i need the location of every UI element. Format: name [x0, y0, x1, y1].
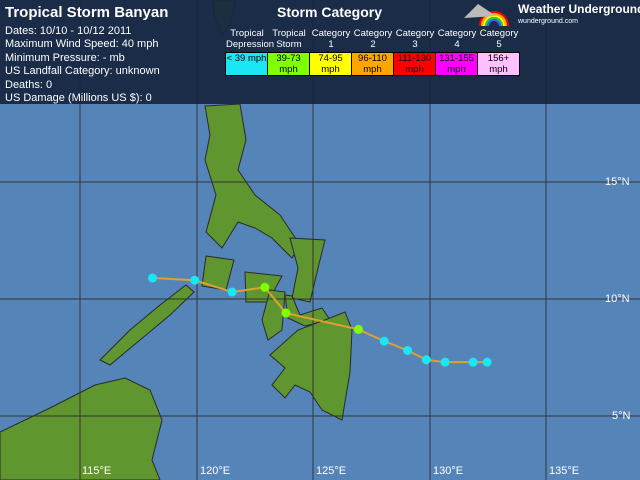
damage: US Damage (Millions US $): 0	[5, 92, 152, 105]
lat-label: 10°N	[605, 293, 630, 305]
negros	[261, 289, 286, 341]
min-pressure: Minimum Pressure: - mb	[5, 51, 125, 64]
track-point-icon	[482, 357, 492, 367]
legend-category: Tropical Storm 39-73 mph	[267, 28, 310, 76]
track-point-icon	[440, 357, 450, 367]
track-point-icon	[281, 308, 291, 318]
logo-url: wunderground.com	[518, 18, 578, 25]
luzon	[204, 103, 301, 259]
info-header: Tropical Storm Banyan Dates: 10/10 - 10/…	[0, 0, 640, 104]
landfall-category: US Landfall Category: unknown	[5, 65, 160, 78]
lon-label: 130°E	[433, 465, 464, 477]
category-swatch: 74-95 mph	[309, 52, 352, 76]
borneo	[0, 377, 163, 480]
lon-label: 120°E	[200, 465, 231, 477]
legend-category: Category 2 96-110 mph	[351, 28, 394, 76]
track-point-icon	[379, 336, 389, 346]
palawan	[99, 284, 195, 366]
track-point-icon	[468, 357, 478, 367]
category-swatch: 111-130 mph	[393, 52, 436, 76]
dates: Dates: 10/10 - 10/12 2011	[5, 25, 132, 37]
cloud-rainbow-icon	[464, 4, 509, 27]
weather-underground-logo: Weather Underground wunderground.com	[462, 2, 640, 28]
lon-label: 135°E	[549, 465, 580, 477]
samar-leyte	[289, 237, 326, 303]
legend-category: Tropical Depression < 39 mph	[225, 28, 275, 76]
category-name: Category 5	[479, 28, 519, 50]
track-point-icon	[260, 282, 270, 292]
lat-label: 15°N	[605, 176, 630, 188]
legend-title: Storm Category	[277, 4, 383, 20]
legend-category: Category 4 131-155 mph	[435, 28, 478, 76]
track-line	[152, 276, 488, 364]
deaths: Deaths: 0	[5, 78, 53, 91]
track-point-icon	[190, 275, 200, 285]
mindanao	[269, 311, 353, 421]
category-swatch: 131-155 mph	[435, 52, 478, 76]
legend-category: Category 3 111-130 mph	[393, 28, 436, 76]
max-wind: Maximum Wind Speed: 40 mph	[5, 38, 159, 51]
storm-title: Tropical Storm Banyan	[5, 4, 169, 21]
category-swatch: 156+ mph	[477, 52, 520, 76]
storm-track	[148, 273, 492, 367]
track-point-icon	[421, 355, 431, 365]
storm-info: Dates: 10/10 - 10/12 2011 Maximum Wind S…	[5, 25, 160, 105]
category-name: Category 4	[437, 28, 477, 50]
track-point-icon	[353, 324, 363, 334]
category-name: Category 2	[353, 28, 393, 50]
category-name: Tropical Depression	[226, 28, 275, 50]
track-point-icon	[403, 345, 413, 355]
category-name: Tropical Storm	[272, 28, 306, 50]
category-swatch: 39-73 mph	[267, 52, 310, 76]
logo-name: Weather Underground	[518, 2, 640, 16]
legend-category: Category 5 156+ mph	[477, 28, 520, 76]
category-swatch: 96-110 mph	[351, 52, 394, 76]
category-name: Category 3	[395, 28, 435, 50]
lon-label: 115°E	[82, 465, 112, 477]
lat-label: 5°N	[612, 410, 631, 422]
category-name: Category 1	[311, 28, 351, 50]
track-point-icon	[227, 287, 237, 297]
category-swatch: < 39 mph	[225, 52, 268, 76]
legend-category: Category 1 74-95 mph	[309, 28, 352, 76]
track-point-icon	[148, 273, 158, 283]
lon-label: 125°E	[316, 465, 347, 477]
category-legend: Tropical Depression < 39 mph Tropical Storm 3…	[225, 28, 520, 76]
landmasses	[0, 0, 353, 480]
